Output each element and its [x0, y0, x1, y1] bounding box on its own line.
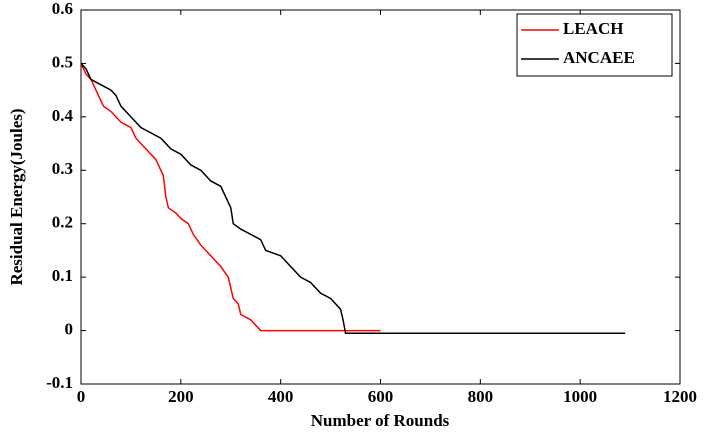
- y-tick-label: 0.3: [52, 159, 73, 178]
- x-axis-title: Number of Rounds: [311, 411, 450, 430]
- y-tick-label: 0.1: [52, 266, 73, 285]
- y-tick-label: 0.6: [52, 0, 73, 18]
- y-tick-label: 0.4: [52, 106, 74, 125]
- y-tick-label: -0.1: [46, 373, 73, 392]
- x-tick-label: 800: [468, 387, 494, 406]
- x-tick-label: 0: [77, 387, 86, 406]
- line: [80, 63, 381, 332]
- y-tick-label: 0: [65, 319, 74, 338]
- y-axis-title: Residual Energy(Joules): [7, 108, 26, 285]
- legend-label: ANCAEE: [563, 48, 635, 67]
- x-tick-label: 600: [368, 387, 394, 406]
- x-tick-label: 400: [268, 387, 294, 406]
- x-tick-label: 1200: [663, 387, 697, 406]
- y-tick-label: 0.2: [52, 213, 73, 232]
- line: [80, 62, 626, 334]
- legend-label: LEACH: [563, 19, 623, 38]
- x-tick-label: 200: [168, 387, 194, 406]
- legend-box: [516, 13, 673, 77]
- y-tick-label: 0.5: [52, 52, 73, 71]
- x-tick-label: 1000: [563, 387, 597, 406]
